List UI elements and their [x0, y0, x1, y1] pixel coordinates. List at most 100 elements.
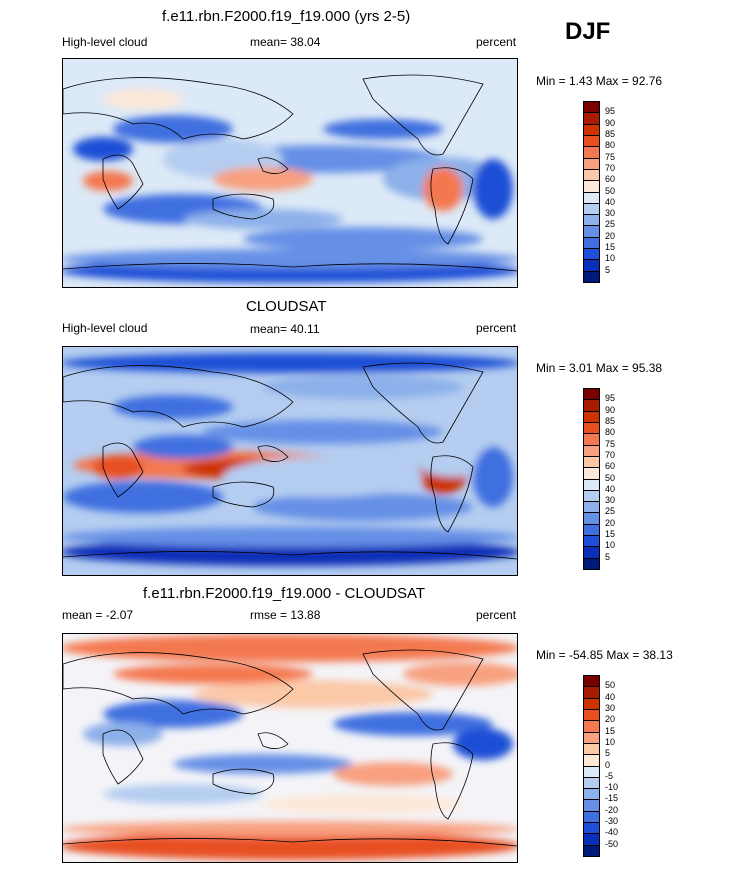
- panel-1-minmax: Min = 1.43 Max = 92.76: [536, 74, 663, 88]
- colorbar-swatch: [583, 557, 600, 570]
- colorbar-tick-label: 25: [605, 506, 616, 517]
- panel-2-variable-label: High-level cloud: [62, 321, 148, 335]
- colorbar-tick-label: 90: [605, 117, 616, 128]
- colorbar-tick-label: -40: [605, 827, 619, 838]
- field-contour: [83, 722, 163, 746]
- colorbar-tick-label: 80: [605, 140, 616, 151]
- field-layer: [63, 353, 517, 566]
- colorbar-tick-label: 30: [605, 495, 616, 506]
- field-contour: [103, 700, 243, 728]
- panel-2-map: [62, 346, 518, 576]
- field-contour: [213, 167, 313, 191]
- coastline: [212, 768, 275, 795]
- field-contour: [243, 227, 483, 251]
- panel-3-rmse-label: rmse = 13.88: [250, 608, 321, 622]
- colorbar-tick-label: 50: [605, 680, 616, 691]
- coastline: [63, 263, 517, 272]
- colorbar-tick-label: 20: [605, 714, 616, 725]
- field-contour: [113, 664, 313, 684]
- field-contour: [203, 420, 443, 444]
- coastline: [63, 77, 294, 140]
- colorbar-tick-label: 5: [605, 264, 611, 275]
- field-contour: [453, 728, 513, 760]
- coastline: [63, 838, 517, 847]
- colorbar-tick-label: 50: [605, 472, 616, 483]
- field-contour: [333, 712, 493, 736]
- colorbar-tick-label: 30: [605, 208, 616, 219]
- field-contour: [423, 167, 463, 211]
- panel-1-title: f.e11.rbn.F2000.f19_f19.000 (yrs 2-5): [162, 8, 411, 25]
- coastline: [362, 74, 484, 156]
- field-contour: [403, 662, 517, 686]
- colorbar-tick-label: 80: [605, 427, 616, 438]
- field-contour: [253, 493, 473, 521]
- colorbar-swatch: [583, 270, 600, 283]
- field-contour: [63, 634, 517, 662]
- panel-3-units-label: percent: [476, 608, 517, 622]
- panel-3-map-canvas: [63, 634, 517, 862]
- panel-3-minmax: Min = -54.85 Max = 38.13: [536, 648, 673, 662]
- colorbar-tick-label: 40: [605, 691, 616, 702]
- coastline: [63, 652, 294, 715]
- coastline: [430, 167, 474, 245]
- colorbar-tick-label: 85: [605, 415, 616, 426]
- colorbar-tick-label: 70: [605, 449, 616, 460]
- field-contour: [263, 794, 463, 814]
- colorbar-tick-label: 15: [605, 529, 616, 540]
- coastline: [63, 365, 294, 428]
- panel-2-minmax: Min = 3.01 Max = 95.38: [536, 361, 663, 375]
- colorbar-tick-label: 20: [605, 230, 616, 241]
- colorbar-tick-label: 10: [605, 253, 616, 264]
- colorbar-tick-label: 20: [605, 517, 616, 528]
- colorbar-tick-label: -20: [605, 804, 619, 815]
- coastline: [102, 154, 144, 210]
- panel-2-title: CLOUDSAT: [246, 298, 327, 315]
- field-contour: [73, 137, 133, 161]
- colorbar-tick-label: 5: [605, 748, 611, 759]
- field-contour: [323, 119, 443, 139]
- colorbar-tick-label: 60: [605, 461, 616, 472]
- colorbar-tick-label: 50: [605, 185, 616, 196]
- coastline: [257, 445, 289, 462]
- field-contour: [63, 527, 517, 547]
- panel-1-mean-label: mean= 38.04: [250, 35, 321, 49]
- field-contour: [63, 249, 517, 269]
- coastline: [257, 157, 289, 174]
- colorbar-tick-label: -15: [605, 793, 619, 804]
- panel-1-map-canvas: [63, 59, 517, 287]
- field-contour: [333, 762, 453, 786]
- field-contour: [113, 115, 233, 143]
- panel-2-colorbar: 95 90 85 80 75 70 60 50 40 30 25 20 15 10 5: [583, 388, 615, 570]
- field-layer: [63, 634, 517, 860]
- panel-2-map-canvas: [63, 347, 517, 575]
- colorbar-tick-label: 25: [605, 219, 616, 230]
- colorbar-tick-label: 95: [605, 106, 616, 117]
- panel-3-title: f.e11.rbn.F2000.f19_f19.000 - CLOUDSAT: [143, 585, 426, 602]
- colorbar-tick-label: 40: [605, 483, 616, 494]
- coastline: [102, 729, 144, 785]
- coastline: [212, 481, 275, 508]
- panel-2-units-label: percent: [476, 321, 517, 335]
- coastline: [430, 455, 474, 533]
- panel-3-colorbar: 50 40 30 20 15 10 5 0 -5 -10 -15 -20 -30 -40 -50: [583, 675, 618, 857]
- field-contour: [133, 435, 233, 459]
- field-contour: [223, 457, 423, 497]
- field-contour: [103, 784, 263, 804]
- field-contour: [63, 821, 517, 837]
- field-contour: [103, 89, 183, 109]
- coastline: [362, 649, 484, 731]
- colorbar-tick-label: 10: [605, 736, 616, 747]
- coastline: [102, 442, 144, 498]
- panel-1-map: [62, 58, 518, 288]
- colorbar-tick-label: 60: [605, 174, 616, 185]
- panel-1-variable-label: High-level cloud: [62, 35, 148, 49]
- colorbar-tick-label: 75: [605, 151, 616, 162]
- panel-1-colorbar: 95 90 85 80 75 70 60 50 40 30 25 20 15 10 5: [583, 101, 615, 283]
- coastline: [212, 193, 275, 220]
- coastline: [63, 551, 517, 560]
- field-contour: [63, 481, 223, 513]
- colorbar-tick-label: 70: [605, 162, 616, 173]
- panel-3-map: [62, 633, 518, 863]
- coastline: [430, 742, 474, 820]
- field-contour: [263, 375, 463, 399]
